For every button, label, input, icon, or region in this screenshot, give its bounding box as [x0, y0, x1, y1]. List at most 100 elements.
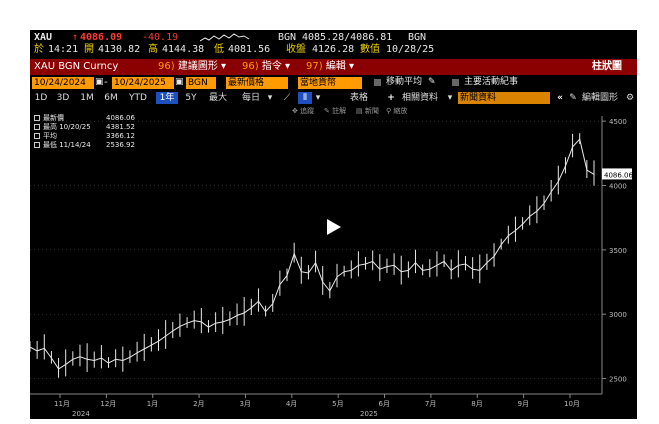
legend-checkbox[interactable]: [34, 115, 40, 121]
legend-value: 4086.06: [106, 114, 135, 122]
x-tick-label: 9月: [518, 400, 529, 408]
x-tick-label: 5月: [332, 400, 343, 408]
subtool-news[interactable]: ▤ 新聞: [356, 107, 379, 115]
collapse-icon[interactable]: «: [557, 93, 563, 103]
play-icon[interactable]: [326, 218, 342, 236]
subtool-label: 追蹤: [300, 107, 315, 115]
menu-num: 97): [306, 61, 323, 72]
chevron-down-icon[interactable]: ▾: [447, 93, 453, 103]
period-select[interactable]: 每日: [241, 93, 260, 103]
x-tick-label: 1月: [147, 400, 158, 408]
legend-label: 最高 10/20/25: [43, 123, 91, 131]
quote-header: XAU ↑ 4086.09 -40.19 BGN 4085.28/4086.81…: [30, 32, 637, 44]
moving-average-label[interactable]: 移動平均: [386, 77, 423, 87]
range-1m[interactable]: 1M: [80, 93, 94, 103]
subtool-label: 縮放: [393, 107, 408, 115]
menu-label: 編輯: [325, 61, 346, 72]
menu-num: 96): [158, 61, 175, 72]
subtool-track[interactable]: ✥ 追蹤: [292, 107, 315, 115]
legend-value: 2536.92: [106, 141, 135, 149]
range-ytd[interactable]: YTD: [129, 93, 147, 103]
legend-label: 最低 11/14/24: [43, 141, 91, 149]
quote-source: BGN: [278, 32, 297, 43]
quote-date: 10/28/25: [386, 44, 435, 55]
start-date-field[interactable]: 10/24/2024: [32, 77, 94, 89]
pencil-icon[interactable]: ✎: [428, 77, 436, 87]
line-chart-icon[interactable]: ⟋: [283, 93, 291, 103]
terminal-window: XAU ↑ 4086.09 -40.19 BGN 4085.28/4086.81…: [30, 30, 637, 419]
bid-ask: 4085.28/4086.81: [302, 32, 393, 43]
subtool-label: 註解: [332, 107, 347, 115]
moving-average-checkbox[interactable]: [374, 79, 381, 86]
events-label[interactable]: 主要活動紀事: [464, 77, 519, 87]
events-checkbox[interactable]: [452, 79, 459, 86]
x-tick-label: 4月: [286, 400, 297, 408]
range-5y[interactable]: 5Y: [185, 93, 197, 103]
sparkline-icon: [200, 33, 250, 42]
chevron-down-icon[interactable]: ▾: [315, 93, 321, 103]
legend-checkbox[interactable]: [34, 142, 40, 148]
x-tick-label: 6月: [379, 400, 390, 408]
open-label: 開: [84, 44, 94, 55]
table-button[interactable]: 表格: [349, 93, 368, 103]
x-tick-label: 10月: [564, 400, 580, 408]
plus-icon[interactable]: +: [387, 93, 395, 103]
last-price-tag: [602, 168, 632, 180]
price-line: [30, 138, 595, 370]
quote-time: 14:21: [48, 44, 79, 55]
source-field[interactable]: BGN: [186, 77, 216, 89]
y-tick-label: 2500: [609, 376, 627, 384]
currency-select[interactable]: 當地貨幣: [298, 77, 362, 89]
menu-label: 指令: [261, 61, 282, 72]
close-label: 收盤: [286, 44, 306, 55]
close-value: 4126.28: [312, 44, 355, 55]
x-tick-label: 8月: [471, 400, 482, 408]
quote-stats: 於 14:21 開 4130.82 高 4144.38 低 4081.56 收盤…: [30, 44, 637, 58]
legend-checkbox[interactable]: [34, 124, 40, 130]
y-tick-label: 3000: [609, 311, 627, 319]
legend-item: 最低 11/14/24 2536.92: [34, 141, 146, 150]
low-label: 低: [214, 44, 224, 55]
title-bar: XAU BGN Curncy 96) 建議圖形 ▾ 96) 指令 ▾ 97) 編…: [30, 59, 637, 75]
chart-type-label[interactable]: 柱狀圖: [592, 61, 622, 72]
menu-commands[interactable]: 96) 指令 ▾: [242, 61, 291, 72]
last-price: 4086.09: [80, 32, 123, 43]
range-1y[interactable]: 1年: [156, 92, 178, 104]
x-tick-label: 3月: [239, 400, 250, 408]
low-value: 4081.56: [228, 44, 271, 55]
range-max[interactable]: 最大: [208, 93, 227, 103]
related-data-button[interactable]: 相關資料: [401, 93, 438, 103]
bar-chart-icon[interactable]: ⫴: [298, 92, 312, 104]
gear-icon[interactable]: ⚙: [625, 93, 635, 103]
open-value: 4130.82: [98, 44, 141, 55]
news-input[interactable]: 新聞資料: [458, 92, 550, 104]
legend-label: 最新價: [43, 114, 64, 122]
calendar-icon[interactable]: ▣: [95, 77, 104, 87]
calendar-icon[interactable]: ▣: [175, 77, 184, 87]
chevron-down-icon[interactable]: ▾: [267, 93, 273, 103]
subtool-zoom[interactable]: ⚲ 縮放: [386, 107, 408, 115]
x-tick-label: 11月: [54, 400, 70, 408]
date-label: 數值: [360, 44, 380, 55]
end-date-field[interactable]: 10/24/2025: [112, 77, 174, 89]
legend-value: 3366.12: [106, 132, 135, 140]
range-3d[interactable]: 3D: [56, 93, 70, 103]
legend-item: 最高 10/20/25 4381.52: [34, 123, 146, 132]
range-1d[interactable]: 1D: [34, 93, 48, 103]
edit-chart-button[interactable]: 編輯圖形: [581, 93, 618, 103]
menu-edit[interactable]: 97) 編輯 ▾: [306, 61, 355, 72]
subtool-annotate[interactable]: ✎ 註解: [324, 107, 347, 115]
x-tick-label: 12月: [100, 400, 116, 408]
legend-checkbox[interactable]: [34, 133, 40, 139]
price-chart[interactable]: 2500 3000 3500 4000 4500 11月 12月 1月 2月 3月 4月 5月 6月 7月…: [30, 30, 637, 419]
chart-legend: 最新價 4086.06 最高 10/20/25 4381.52 平均 3366.…: [34, 114, 146, 150]
price-field-select[interactable]: 最新價格: [226, 77, 288, 89]
menu-suggested-charts[interactable]: 96) 建議圖形 ▾: [158, 61, 227, 72]
legend-label: 平均: [43, 132, 57, 140]
subtool-label: 新聞: [364, 107, 379, 115]
y-tick-label: 3500: [609, 247, 627, 255]
high-label: 高: [148, 44, 158, 55]
range-6m[interactable]: 6M: [104, 93, 118, 103]
pencil-icon[interactable]: ✎: [569, 93, 577, 103]
x-tick-label: 2月: [193, 400, 204, 408]
